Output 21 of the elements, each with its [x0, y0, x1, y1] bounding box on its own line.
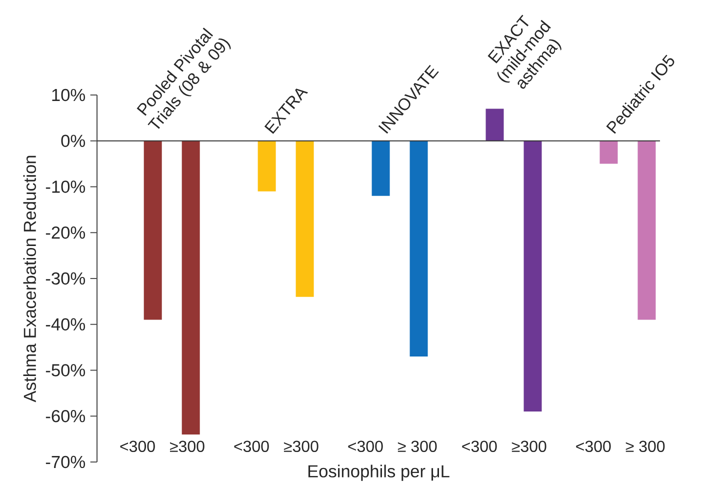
y-tick-label: -10%	[46, 180, 86, 193]
x-tick-label: <300	[348, 440, 383, 452]
y-axis-title: Asthma Exacerbation Reduction	[23, 156, 36, 402]
x-tick-label: ≥300	[284, 440, 318, 452]
x-tick-label: <300	[120, 440, 155, 452]
y-tick-label: -60%	[46, 410, 86, 422]
x-axis-title: Eosinophils per μL	[308, 464, 450, 481]
y-tick-label: -30%	[46, 272, 86, 285]
y-tick-label: -50%	[46, 364, 86, 376]
x-tick-label: <300	[576, 440, 611, 452]
x-tick-label: <300	[462, 440, 497, 452]
x-tick-label: ≥300	[512, 440, 546, 452]
x-tick-label: ≥300	[170, 440, 204, 452]
y-tick-label: 0%	[61, 134, 86, 148]
x-tick-label: ≥ 300	[626, 440, 665, 452]
y-tick-label: -70%	[46, 456, 86, 468]
x-tick-label: <300	[234, 440, 269, 452]
y-tick-label: -20%	[46, 226, 86, 239]
y-tick-label: -40%	[46, 318, 86, 330]
y-tick-label: 10%	[52, 88, 86, 102]
x-tick-label: ≥ 300	[398, 440, 437, 452]
